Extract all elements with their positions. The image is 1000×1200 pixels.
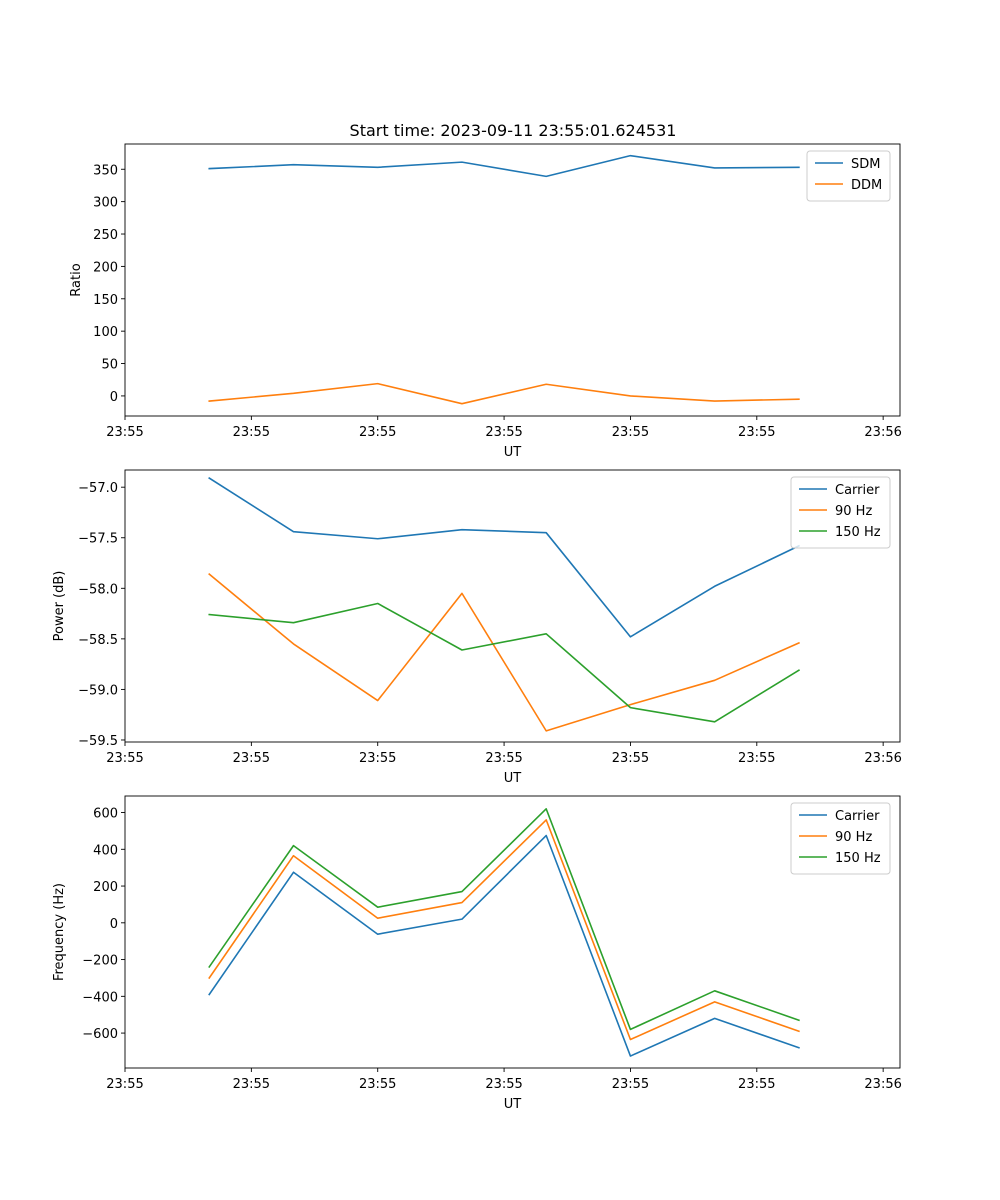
x-tick-label: 23:56: [864, 1077, 901, 1092]
legend-label: 90 Hz: [835, 830, 872, 845]
x-axis-label: UT: [504, 445, 522, 460]
axes-frame: [124, 795, 901, 1069]
legend: Carrier 90 Hz 150 Hz: [790, 476, 891, 549]
axes-frame: [124, 143, 901, 417]
legend-label: DDM: [851, 178, 882, 193]
x-tick-label: 23:55: [612, 425, 649, 440]
x-tick-label: 23:55: [106, 1077, 143, 1092]
y-tick-label: −600: [82, 1027, 118, 1042]
y-tick-label: 350: [93, 163, 118, 178]
y-tick-label: 0: [110, 917, 118, 932]
y-tick-label: 250: [93, 228, 118, 243]
series-line-carrier: [208, 834, 800, 1057]
x-tick-label: 23:55: [485, 1077, 522, 1092]
legend-label: 90 Hz: [835, 504, 872, 519]
x-tick-label: 23:55: [485, 425, 522, 440]
legend: SDM DDM: [806, 150, 891, 202]
x-tick-label: 23:55: [738, 751, 775, 766]
x-tick-label: 23:56: [864, 751, 901, 766]
y-tick-label: 100: [93, 325, 118, 340]
y-tick-label: 600: [93, 807, 118, 822]
x-tick-label: 23:55: [359, 425, 396, 440]
x-tick-label: 23:55: [233, 751, 270, 766]
y-tick-label: −58.0: [78, 582, 118, 597]
power-panel: 23:55 23:55 23:55 23:55 23:55 23:55 23:56 −57.0…: [52, 469, 902, 786]
x-tick-label: 23:56: [864, 425, 901, 440]
series-line-90-hz: [208, 573, 800, 732]
x-tick-label: 23:55: [738, 425, 775, 440]
axes-frame: [124, 469, 901, 743]
x-tick-label: 23:55: [359, 751, 396, 766]
x-tick-label: 23:55: [359, 1077, 396, 1092]
frequency-panel: 23:55 23:55 23:55 23:55 23:55 23:55 23:56 600 40…: [52, 795, 902, 1112]
y-axis-label: Power (dB): [52, 571, 67, 642]
x-axis-label: UT: [504, 771, 522, 786]
y-tick-label: 150: [93, 293, 118, 308]
y-tick-label: 0: [110, 390, 118, 405]
series-line-ddm: [208, 382, 800, 405]
ratio-panel: 23:55 23:55 23:55 23:55 23:55 23:55 23:56 0 50 10…: [69, 143, 902, 460]
x-tick-label: 23:55: [233, 1077, 270, 1092]
y-tick-label: −59.5: [78, 734, 118, 749]
legend-label: SDM: [851, 157, 880, 172]
y-tick-label: 200: [93, 260, 118, 275]
y-tick-label: −200: [82, 954, 118, 969]
y-tick-label: −57.0: [78, 481, 118, 496]
x-tick-label: 23:55: [106, 751, 143, 766]
legend-label: 150 Hz: [835, 851, 881, 866]
y-tick-label: −57.5: [78, 532, 118, 547]
y-tick-label: −58.5: [78, 633, 118, 648]
x-axis-label: UT: [504, 1097, 522, 1112]
legend-label: Carrier: [835, 483, 880, 498]
y-tick-label: 400: [93, 843, 118, 858]
series-line-150-hz: [208, 602, 801, 723]
x-tick-label: 23:55: [612, 1077, 649, 1092]
y-axis-label: Ratio: [69, 263, 84, 296]
figure-title: Start time: 2023-09-11 23:55:01.624531: [350, 121, 677, 140]
series-line-90-hz: [208, 819, 800, 1041]
series-line-150-hz: [208, 808, 800, 1031]
x-tick-label: 23:55: [485, 751, 522, 766]
legend-label: Carrier: [835, 809, 880, 824]
y-axis-label: Frequency (Hz): [52, 883, 67, 981]
x-tick-label: 23:55: [233, 425, 270, 440]
x-tick-label: 23:55: [738, 1077, 775, 1092]
y-tick-label: 200: [93, 880, 118, 895]
series-line-sdm: [208, 154, 800, 178]
legend-label: 150 Hz: [835, 525, 881, 540]
y-tick-label: −59.0: [78, 683, 118, 698]
legend: Carrier 90 Hz 150 Hz: [790, 802, 891, 875]
y-tick-label: 300: [93, 196, 118, 211]
y-tick-label: 50: [101, 358, 118, 373]
x-tick-label: 23:55: [106, 425, 143, 440]
series-line-carrier: [208, 476, 800, 638]
y-tick-label: −400: [82, 990, 118, 1005]
x-tick-label: 23:55: [612, 751, 649, 766]
